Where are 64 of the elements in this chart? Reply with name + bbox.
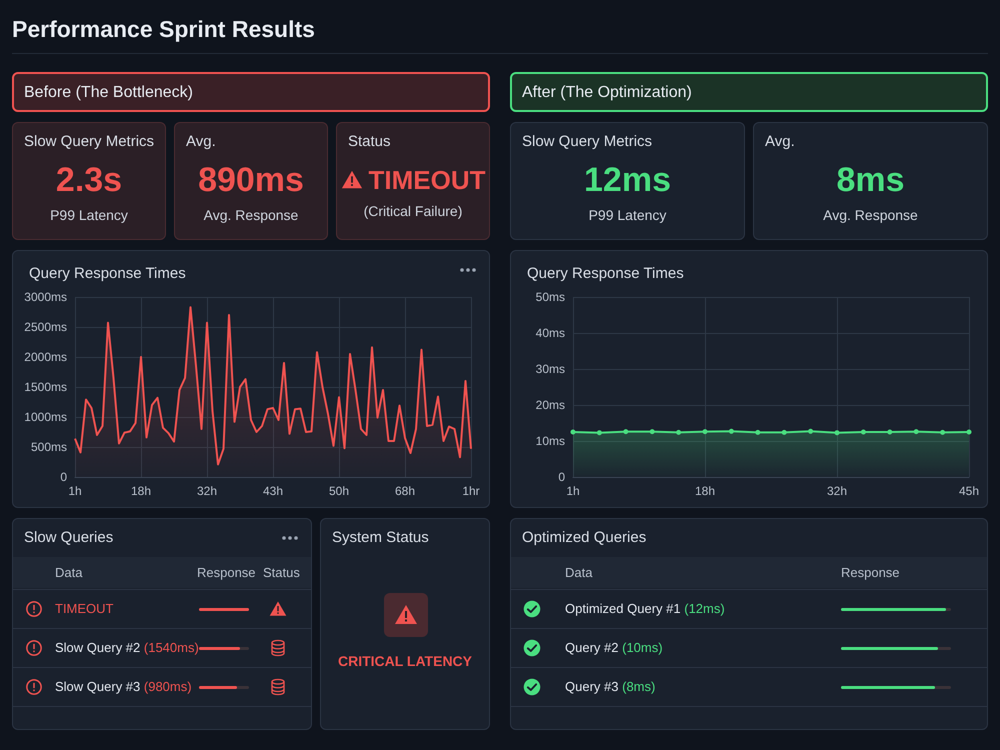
text: After (The Optimization): [522, 84, 692, 102]
text: System Status: [332, 529, 429, 546]
text: Data: [565, 565, 592, 580]
text: Slow Query #3: [55, 679, 140, 694]
text: 8ms: [836, 161, 905, 199]
text: (1540ms): [144, 640, 199, 655]
text: Slow Query Metrics: [522, 133, 652, 150]
text: Slow Query #2: [55, 640, 140, 655]
text: Avg.: [765, 133, 795, 150]
text: Avg. Response: [822, 207, 919, 223]
y-tick-label: 40ms: [536, 326, 565, 340]
text: Response: [841, 565, 900, 580]
y-tick-label: 1000ms: [24, 410, 67, 424]
x-tick-label: 32h: [196, 484, 218, 498]
text: (Critical Failure): [362, 203, 464, 219]
x-tick-label: 50h: [328, 484, 350, 498]
text: Response: [197, 565, 256, 580]
text: P99 Latency: [49, 207, 129, 223]
text: Query #2: [565, 640, 618, 655]
y-tick-label: 3000ms: [24, 290, 67, 304]
chart-title: Query Response Times: [527, 265, 684, 282]
x-tick-label: 68h: [394, 484, 416, 498]
x-tick-label: 1hr: [462, 484, 480, 498]
y-tick-label: 2500ms: [24, 320, 67, 334]
text: Avg. Response: [202, 207, 300, 223]
text: Slow Query Metrics: [24, 133, 154, 150]
text: (10ms): [622, 640, 663, 655]
x-tick-label: 32h: [826, 484, 848, 498]
text: Query #3: [565, 679, 618, 694]
text: TIMEOUT: [368, 165, 486, 195]
x-tick-label: 45h: [958, 484, 980, 498]
text: 12ms: [584, 161, 671, 199]
x-tick-label: 1h: [566, 484, 580, 498]
text: Optimized Query #1: [565, 601, 681, 616]
text: (980ms): [144, 679, 192, 694]
text: (8ms): [622, 679, 656, 694]
x-tick-label: 18h: [694, 484, 716, 498]
y-tick-label: 30ms: [536, 362, 565, 376]
y-tick-label: 20ms: [536, 398, 565, 412]
text: P99 Latency: [588, 207, 668, 223]
text: Performance Sprint Results: [12, 16, 315, 43]
x-tick-label: 18h: [130, 484, 152, 498]
y-tick-label: 0: [60, 470, 68, 484]
x-tick-label: 1h: [68, 484, 82, 498]
text: 2.3s: [56, 161, 122, 199]
y-tick-label: 50ms: [536, 290, 565, 304]
text: Status: [263, 565, 300, 580]
text: Optimized Queries: [522, 529, 646, 546]
text: Status: [348, 133, 391, 150]
y-tick-label: 2000ms: [24, 350, 67, 364]
text: (12ms): [684, 601, 725, 616]
text: TIMEOUT: [55, 601, 114, 616]
y-tick-label: 10ms: [536, 434, 565, 448]
text: Before (The Bottleneck): [24, 84, 193, 102]
y-tick-label: 0: [558, 470, 566, 484]
text: Data: [55, 565, 82, 580]
chart-title: Query Response Times: [29, 265, 186, 282]
text: CRITICAL LATENCY: [336, 653, 474, 669]
text: Avg.: [186, 133, 216, 150]
text: Slow Queries: [24, 529, 114, 546]
x-tick-label: 43h: [262, 484, 284, 498]
y-tick-label: 1500ms: [24, 380, 67, 394]
y-tick-label: 500ms: [30, 440, 67, 454]
text: 890ms: [198, 161, 304, 199]
